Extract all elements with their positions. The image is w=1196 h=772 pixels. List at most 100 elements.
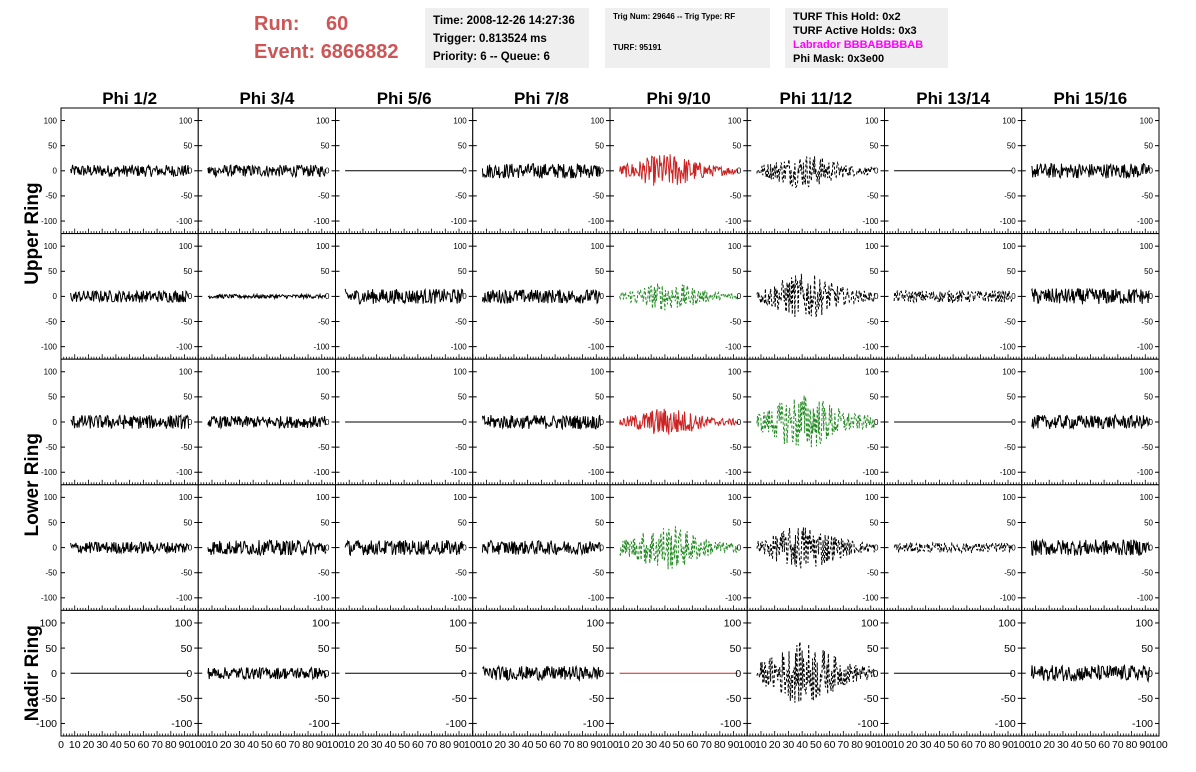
xtick-c1-6: 60: [275, 739, 287, 751]
xtick-c7-5: 50: [1085, 739, 1097, 751]
panel-r3-c1: [197, 484, 336, 611]
xtick-c6-6: 60: [961, 739, 973, 751]
xtick-c2-2: 20: [357, 739, 369, 751]
column-header-3: Phi 7/8: [514, 89, 569, 108]
ytick-right-r3-c1-3: -50: [318, 569, 330, 578]
xtick-c1-2: 20: [220, 739, 232, 751]
panel-r3-c3: [472, 484, 611, 611]
ytick-right-r4-c7-0: 100: [1135, 618, 1153, 630]
ytick-right-r1-c1-4: -100: [313, 342, 330, 351]
panel-r4-c1: [197, 609, 336, 737]
ytick-right-r4-c7-4: -100: [1132, 718, 1153, 730]
ytick-right-r3-c5-2: 0: [874, 543, 879, 552]
ytick-right-r0-c3-0: 100: [591, 116, 605, 125]
waveform-r2-c5: [756, 395, 876, 448]
panel-r1-c4: [609, 233, 748, 360]
column-header-1: Phi 3/4: [239, 89, 294, 108]
ytick-right-r1-c7-4: -100: [1137, 342, 1154, 351]
panel-r1-c6: [884, 233, 1023, 360]
waveform-r1-c2: [344, 287, 464, 305]
panel-r2-c4: [609, 358, 748, 486]
ytick-right-r0-c5-0: 100: [865, 116, 879, 125]
ytick-right-r0-c6-3: -50: [1004, 192, 1016, 201]
xtick-c4-6: 60: [687, 739, 699, 751]
panel-r2-c3: [472, 358, 611, 486]
labrador-text: Labrador BBBABBBBAB: [793, 39, 924, 51]
ytick-right-r1-c1-3: -50: [318, 317, 330, 326]
event-value: 6866882: [320, 41, 399, 63]
ytick-right-r4-c3-1: 50: [592, 643, 604, 655]
xtick-c4-7: 70: [700, 739, 712, 751]
xtick-c1-9: 90: [316, 739, 328, 751]
xtick-c2-8: 80: [439, 739, 451, 751]
column-header-0: Phi 1/2: [102, 89, 157, 108]
xtick-c2-5: 50: [398, 739, 410, 751]
ytick-right-r1-c6-1: 50: [1007, 267, 1016, 276]
xtick-c5-1: 10: [755, 739, 767, 751]
ytick-right-r1-c0-2: 0: [188, 292, 193, 301]
xtick-c1-5: 50: [261, 739, 273, 751]
ytick-right-r1-c6-4: -100: [1000, 342, 1017, 351]
waveform-r1-c6: [893, 289, 1013, 304]
ytick-left-r3-4: -100: [41, 594, 58, 603]
ytick-right-r2-c2-4: -100: [451, 468, 468, 477]
ytick-right-r1-c1-1: 50: [321, 267, 330, 276]
ytick-right-r2-c6-3: -50: [1004, 443, 1016, 452]
ytick-right-r3-c3-4: -100: [588, 594, 605, 603]
ytick-right-r1-c2-4: -100: [451, 342, 468, 351]
ytick-right-r4-c7-1: 50: [1141, 643, 1153, 655]
ytick-right-r1-c7-1: 50: [1144, 267, 1153, 276]
ytick-right-r2-c2-2: 0: [462, 418, 467, 427]
ytick-right-r2-c1-0: 100: [316, 368, 330, 377]
waveform-r3-c3: [481, 539, 601, 557]
ytick-right-r2-c2-0: 100: [453, 368, 467, 377]
xtick-c0-2: 20: [83, 739, 95, 751]
xtick-c0-7: 70: [151, 739, 163, 751]
ytick-right-r4-c3-4: -100: [583, 718, 604, 730]
panel-r4-c3: [472, 609, 611, 737]
xtick-c1-10: 100: [327, 739, 345, 751]
ytick-right-r2-c7-1: 50: [1144, 393, 1153, 402]
ytick-right-r0-c3-2: 0: [600, 167, 605, 176]
ytick-right-r1-c1-2: 0: [325, 292, 330, 301]
ytick-left-r1-3: -50: [45, 317, 57, 326]
ytick-right-r0-c7-0: 100: [1140, 116, 1154, 125]
ytick-left-r3-3: -50: [45, 569, 57, 578]
ytick-right-r3-c4-0: 100: [728, 493, 742, 502]
ytick-right-r2-c0-0: 100: [179, 368, 193, 377]
xtick-c4-2: 20: [632, 739, 644, 751]
xtick-c1-4: 40: [247, 739, 259, 751]
ytick-right-r3-c7-0: 100: [1140, 493, 1154, 502]
ring-label-2: Nadir Ring: [22, 625, 43, 721]
trigger-text: Trigger: 0.813524 ms: [433, 33, 547, 45]
waveform-r0-c5: [756, 156, 876, 188]
ytick-right-r1-c3-0: 100: [591, 242, 605, 251]
ytick-right-r4-c1-0: 100: [312, 618, 330, 630]
panel-r0-c6: [884, 107, 1023, 235]
xtick-c4-10: 100: [738, 739, 756, 751]
ytick-right-r1-c5-3: -50: [867, 317, 879, 326]
panel-r1-c0: [60, 233, 199, 360]
ytick-right-r0-c2-2: 0: [462, 167, 467, 176]
panel-r1-c7: [1021, 233, 1160, 360]
waveform-r2-c1: [207, 415, 327, 430]
waveform-r3-c2: [344, 539, 464, 557]
ytick-right-r3-c0-3: -50: [181, 569, 193, 578]
column-header-5: Phi 11/12: [779, 89, 852, 108]
waveform-r1-c3: [481, 289, 601, 305]
ytick-right-r1-c2-2: 0: [462, 292, 467, 301]
ytick-right-r4-c0-0: 100: [175, 618, 193, 630]
column-header-4: Phi 9/10: [646, 89, 710, 108]
ytick-left-r3-0: 100: [44, 493, 58, 502]
ytick-right-r0-c4-4: -100: [725, 217, 742, 226]
ytick-right-r2-c6-1: 50: [1007, 393, 1016, 402]
ytick-right-r3-c4-2: 0: [737, 543, 742, 552]
waveform-r2-c0: [70, 414, 190, 430]
panel-r3-c7: [1021, 484, 1160, 611]
ytick-right-r3-c0-1: 50: [183, 518, 192, 527]
xtick-c5-3: 30: [783, 739, 795, 751]
ytick-right-r3-c6-3: -50: [1004, 569, 1016, 578]
panel-r1-c1: [197, 233, 336, 360]
ytick-right-r4-c6-2: 0: [1010, 668, 1016, 680]
